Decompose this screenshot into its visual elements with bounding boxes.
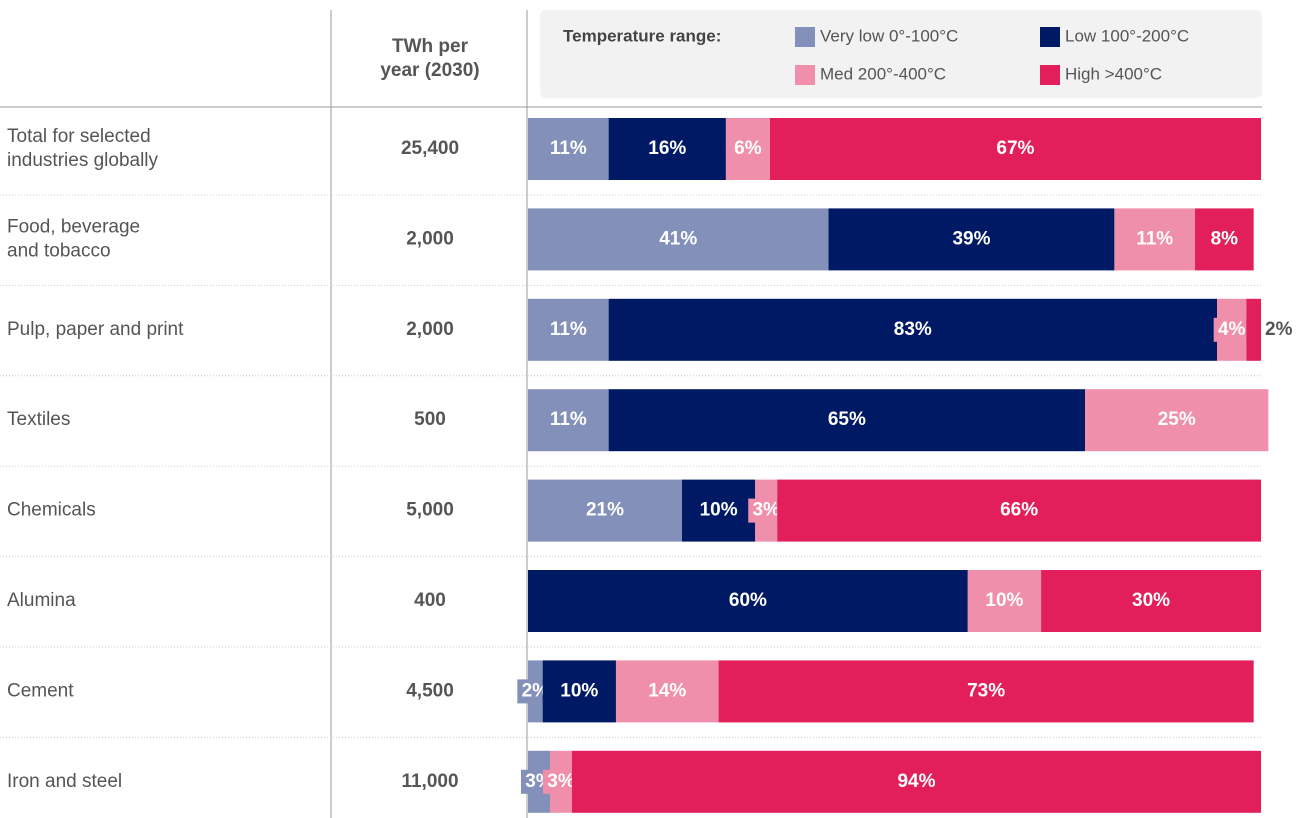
value-label: 21% [586, 500, 624, 521]
value-label-bg [1213, 317, 1250, 342]
bar-segment [828, 208, 1115, 271]
bar-segment [528, 298, 609, 361]
row-value: 11,000 [401, 771, 458, 792]
bar-segment [1085, 389, 1269, 452]
legend-label: Low 100°-200°C [1065, 26, 1189, 45]
value-label: 10% [560, 680, 598, 701]
value-label: 11% [550, 138, 587, 159]
bar-segment [608, 298, 1218, 361]
value-label: 94% [897, 771, 935, 792]
row-label: Pulp, paper and print [7, 319, 184, 340]
value-label: 10% [985, 590, 1023, 611]
legend-swatch [795, 27, 815, 47]
value-label: 10% [700, 500, 738, 521]
value-label-bg [748, 498, 785, 523]
value-label: 73% [967, 680, 1005, 701]
value-label: 41% [659, 228, 697, 249]
row-value: 2,000 [406, 228, 454, 249]
row-label: Textiles [7, 409, 70, 430]
legend-label: High >400°C [1065, 64, 1162, 83]
bar-segment [528, 118, 609, 180]
value-label: 2% [522, 680, 550, 701]
bar-segment [528, 208, 829, 271]
legend-label: Med 200°-400°C [820, 64, 946, 83]
row-label: Total for selected industries globally [7, 126, 159, 171]
value-label: 25% [1158, 409, 1196, 430]
bar-segment [528, 570, 968, 632]
value-label: 14% [648, 680, 686, 701]
row-value: 5,000 [406, 500, 454, 521]
bar-segment [1195, 208, 1254, 271]
row-label: Alumina [7, 590, 76, 611]
legend-swatch [1040, 27, 1060, 47]
value-label: 66% [1000, 500, 1038, 521]
bar-segment [769, 118, 1261, 180]
value-label: 60% [729, 590, 767, 611]
value-label: 6% [734, 138, 762, 159]
value-label: 2% [1265, 319, 1293, 340]
value-label: 4% [1218, 319, 1246, 340]
column-header: TWh per year (2030) [380, 36, 479, 81]
legend-swatch [795, 65, 815, 85]
value-label: 11% [1136, 228, 1173, 249]
bar-segment [1246, 298, 1261, 361]
row-label: Cement [7, 680, 74, 701]
bar-segment [681, 479, 756, 542]
bar-segment [718, 660, 1254, 723]
bar-segment [608, 118, 726, 180]
row-value: 2,000 [406, 319, 454, 340]
value-label: 3% [752, 500, 780, 521]
bar-segment [1041, 570, 1261, 632]
bar-segment [571, 750, 1261, 813]
bar-segment [542, 660, 616, 723]
value-label: 11% [550, 319, 587, 340]
bar-segment [528, 389, 609, 452]
value-label: 65% [828, 409, 866, 430]
bar-segment [608, 389, 1086, 452]
value-label: 39% [952, 228, 990, 249]
row-label: Iron and steel [7, 771, 122, 792]
value-label: 67% [996, 138, 1034, 159]
bar-segment [725, 118, 770, 180]
legend-title: Temperature range: [563, 26, 721, 45]
row-value: 4,500 [406, 680, 454, 701]
value-label: 16% [648, 138, 686, 159]
bar-segment [967, 570, 1042, 632]
legend-swatch [1040, 65, 1060, 85]
bar-segment [1114, 208, 1196, 271]
bar-segment [777, 479, 1261, 542]
legend-label: Very low 0°-100°C [820, 26, 958, 45]
value-label: 8% [1211, 228, 1239, 249]
row-label: Food, beverage and tobacco [7, 216, 140, 261]
value-label: 11% [550, 409, 587, 430]
bar-segment [615, 660, 719, 723]
value-label: 30% [1132, 590, 1170, 611]
legend-box [540, 10, 1262, 98]
value-label: 83% [894, 319, 932, 340]
bar-segment [528, 479, 682, 542]
row-label: Chemicals [7, 500, 96, 521]
row-value: 25,400 [401, 138, 459, 159]
row-value: 400 [414, 590, 446, 611]
value-label: 3% [547, 771, 575, 792]
row-value: 500 [414, 409, 446, 430]
